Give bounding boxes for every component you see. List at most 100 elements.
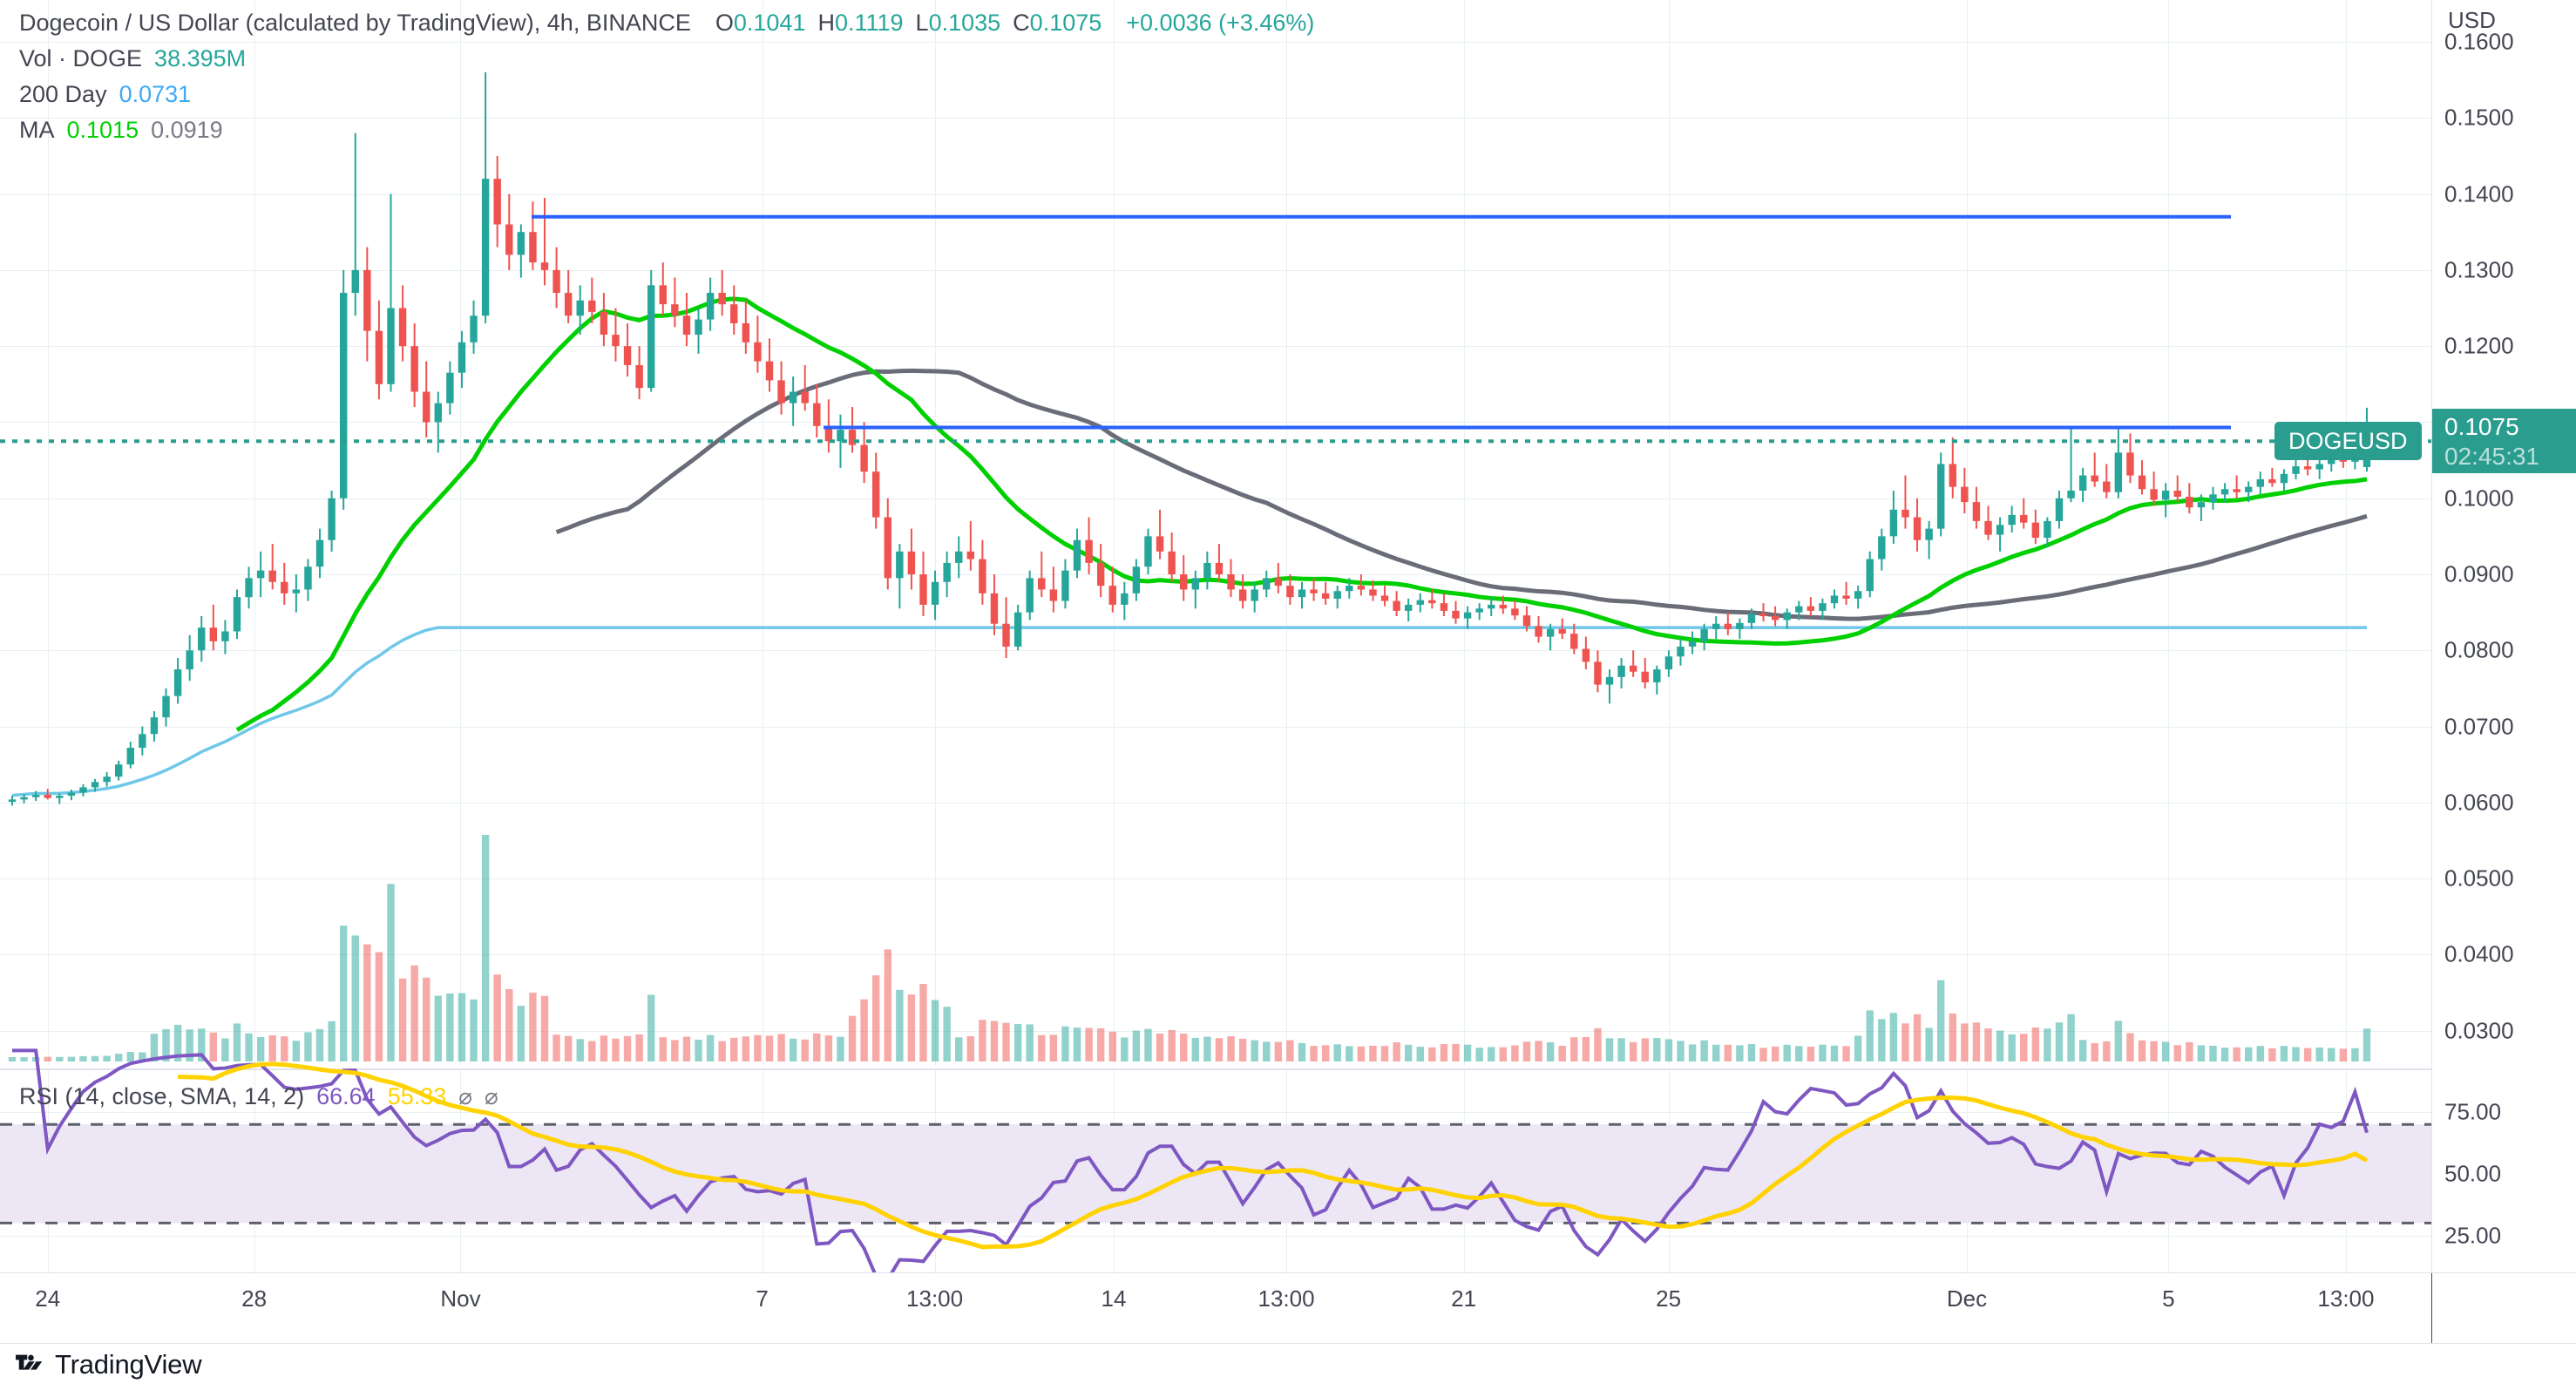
volume-bar xyxy=(2303,1048,2312,1061)
price-axis[interactable]: USD 0.16000.15000.14000.13000.12000.1100… xyxy=(2431,0,2576,1272)
volume-bar xyxy=(837,1036,844,1061)
candle-body xyxy=(1771,616,1779,621)
candle-body xyxy=(2078,475,2087,491)
volume-bar xyxy=(1463,1044,1472,1061)
candle-body xyxy=(1594,661,1602,685)
volume-bar xyxy=(114,1054,123,1061)
rsi-sma-value: 55.33 xyxy=(387,1083,447,1109)
rsi-gridline xyxy=(0,1112,2431,1114)
candle-body xyxy=(1961,486,1969,503)
time-axis-tick: 25 xyxy=(1656,1285,1682,1312)
price-gridline xyxy=(0,193,2431,195)
volume-bar xyxy=(186,1029,193,1061)
candle-body xyxy=(1251,589,1258,601)
symbol-badge[interactable]: DOGEUSD xyxy=(2274,422,2422,461)
volume-bar xyxy=(1688,1044,1697,1061)
candle-body xyxy=(2031,522,2040,539)
current-price-badge[interactable]: 0.1075 02:45:31 xyxy=(2432,409,2576,474)
candle-body xyxy=(493,179,501,225)
volume-bar xyxy=(2044,1028,2051,1061)
candle-body xyxy=(1108,586,1116,605)
candle-body xyxy=(1677,646,1685,657)
volume-bar xyxy=(1783,1044,1791,1061)
candle-body xyxy=(2091,475,2098,482)
price-gridline xyxy=(0,726,2431,728)
candle-body xyxy=(1535,626,1542,637)
volume-bar xyxy=(1842,1046,1850,1061)
day200-value: 0.0731 xyxy=(119,81,192,107)
volume-bar xyxy=(1144,1028,1152,1061)
candle-body xyxy=(2055,498,2064,521)
volume-bar xyxy=(1274,1041,1283,1061)
candle-body xyxy=(470,315,478,342)
candle-body xyxy=(1629,665,1637,672)
time-axis-tick: 13:00 xyxy=(906,1285,964,1312)
candle-body xyxy=(1830,595,1839,604)
candle-body xyxy=(2103,481,2111,492)
time-gridline xyxy=(1286,0,1288,1065)
candle-body xyxy=(979,559,986,593)
time-axis-tick: 28 xyxy=(241,1285,268,1312)
ma-legend-row[interactable]: MA 0.1015 0.0919 xyxy=(19,112,1314,148)
volume-bar xyxy=(2186,1041,2193,1061)
ma-fast-value: 0.1015 xyxy=(66,117,139,143)
ohlc-low-value: 0.1035 xyxy=(928,10,1001,36)
candle-body xyxy=(375,330,383,384)
rsi-legend-row[interactable]: RSI (14, close, SMA, 14, 2) 66.64 55.33 ⌀ ⌀ xyxy=(19,1079,498,1115)
main-price-pane[interactable] xyxy=(0,0,2431,1065)
time-gridline xyxy=(934,0,936,1065)
circle-slash-icon[interactable]: ⌀ xyxy=(484,1083,498,1109)
price-axis-tick: 0.1300 xyxy=(2444,256,2514,283)
time-axis[interactable]: 24 28 Nov 7 13:00 14 13:00 21 25 Dec 5 13:00 xyxy=(0,1272,2576,1344)
candle-body xyxy=(398,308,407,347)
volume-bar xyxy=(1132,1030,1141,1061)
volume-bar xyxy=(1404,1044,1413,1061)
volume-legend-row[interactable]: Vol · DOGE 38.395M xyxy=(19,41,1314,77)
time-axis-tick: 7 xyxy=(756,1285,769,1312)
rsi-legend[interactable]: RSI (14, close, SMA, 14, 2) 66.64 55.33 ⌀ ⌀ xyxy=(19,1079,498,1115)
volume-bar xyxy=(682,1036,691,1061)
candle-body xyxy=(1511,608,1519,616)
rsi-axis-tick: 25.00 xyxy=(2444,1222,2502,1249)
volume-bar xyxy=(1724,1044,1732,1061)
volume-bar xyxy=(1061,1026,1069,1061)
volume-bar xyxy=(1203,1036,1211,1061)
candle-body xyxy=(328,498,336,540)
main-legend[interactable]: Dogecoin / US Dollar (calculated by Trad… xyxy=(19,5,1314,148)
volume-bar xyxy=(1380,1046,1389,1061)
circle-slash-icon[interactable]: ⌀ xyxy=(458,1083,472,1109)
candle-body xyxy=(8,799,17,802)
candle-body xyxy=(1073,539,1081,571)
price-axis-tick: 0.0900 xyxy=(2444,560,2514,587)
candle-body xyxy=(540,262,549,270)
candle-body xyxy=(1333,591,1341,599)
volume-bar xyxy=(540,995,549,1061)
candle-body xyxy=(564,293,573,316)
price-axis-tick: 0.1200 xyxy=(2444,332,2514,359)
candle-body xyxy=(1488,604,1495,609)
time-gridline xyxy=(460,0,462,1065)
candle-body xyxy=(1688,641,1697,647)
volume-bar xyxy=(1594,1027,1602,1061)
volume-bar xyxy=(1393,1042,1400,1061)
symbol-title-row[interactable]: Dogecoin / US Dollar (calculated by Trad… xyxy=(19,5,1314,41)
volume-bar xyxy=(351,935,359,1061)
candle-body xyxy=(458,342,466,373)
candle-body xyxy=(907,551,916,575)
volume-bar xyxy=(1866,1010,1874,1061)
candle-body xyxy=(79,787,87,793)
volume-bar xyxy=(1227,1036,1235,1061)
candle-body xyxy=(1085,539,1093,563)
volume-bar xyxy=(493,974,501,1061)
rsi-pane[interactable] xyxy=(0,1048,2431,1282)
volume-bar xyxy=(2197,1045,2206,1061)
volume-bar xyxy=(268,1035,276,1061)
volume-bar xyxy=(789,1038,797,1061)
candle-body xyxy=(623,346,632,365)
candle-body xyxy=(1522,615,1531,627)
candle-body xyxy=(1380,595,1389,601)
volume-bar xyxy=(1511,1045,1519,1061)
day200-legend-row[interactable]: 200 Day 0.0731 xyxy=(19,77,1314,112)
candle-body xyxy=(387,308,395,384)
volume-bar xyxy=(2091,1042,2098,1061)
